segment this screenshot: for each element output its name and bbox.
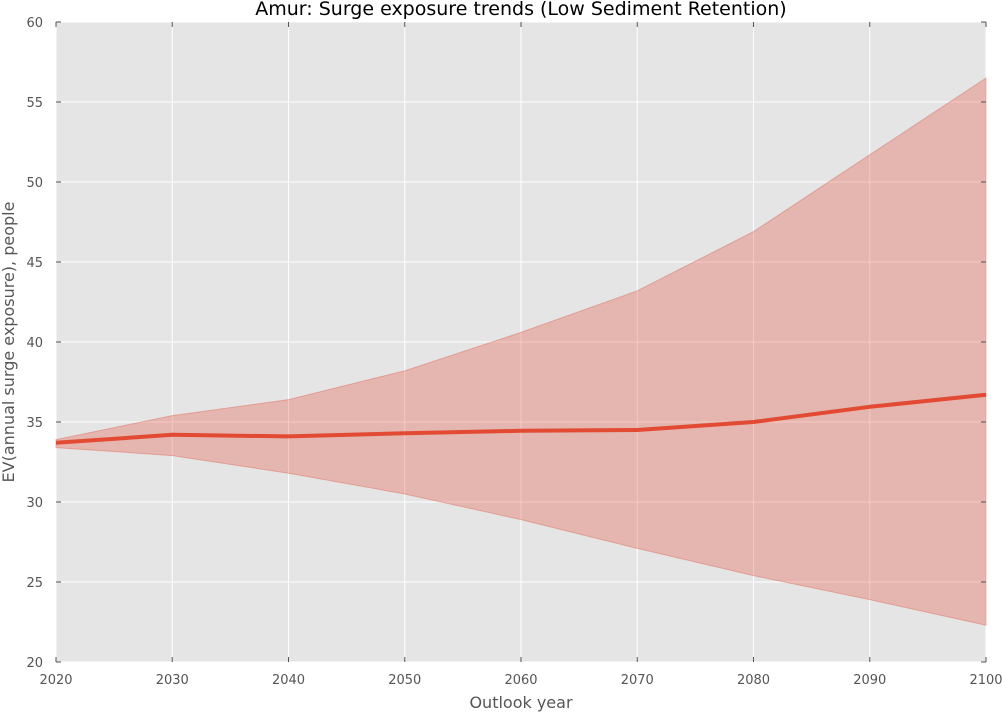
y-tick-label: 45: [26, 256, 43, 271]
series-line: [55, 392, 987, 445]
y-tick-label: 20: [26, 656, 43, 671]
x-tick-label: 2040: [272, 673, 305, 688]
y-tick-label: 60: [26, 16, 43, 31]
y-tick-label: 25: [26, 576, 43, 591]
x-tick-label: 2070: [621, 673, 654, 688]
x-tick-label: 2030: [156, 673, 189, 688]
y-axis-label: EV(annual surge exposure), people: [0, 202, 18, 483]
x-tick-label: 2060: [504, 673, 537, 688]
x-tick-label: 2080: [737, 673, 770, 688]
y-tick-label: 50: [26, 176, 43, 191]
y-tick-label: 35: [26, 416, 43, 431]
series-lines: [55, 392, 987, 445]
y-tick-label: 40: [26, 336, 43, 351]
x-tick-label: 2050: [388, 673, 421, 688]
x-axis-label: Outlook year: [469, 693, 573, 712]
uncertainty-band: [55, 77, 987, 626]
chart-title: Amur: Surge exposure trends (Low Sedimen…: [255, 0, 786, 20]
y-tick-label: 30: [26, 496, 43, 511]
y-tick-label: 55: [26, 96, 43, 111]
x-tick-label: 2020: [39, 673, 72, 688]
ticks: 2020 2030 2040 2050 2060 2070 2080 2090 2100 20 25…: [26, 16, 1002, 688]
x-tick-label: 2090: [853, 673, 886, 688]
x-tick-label: 2100: [969, 673, 1002, 688]
uncertainty-bands: [55, 77, 987, 626]
